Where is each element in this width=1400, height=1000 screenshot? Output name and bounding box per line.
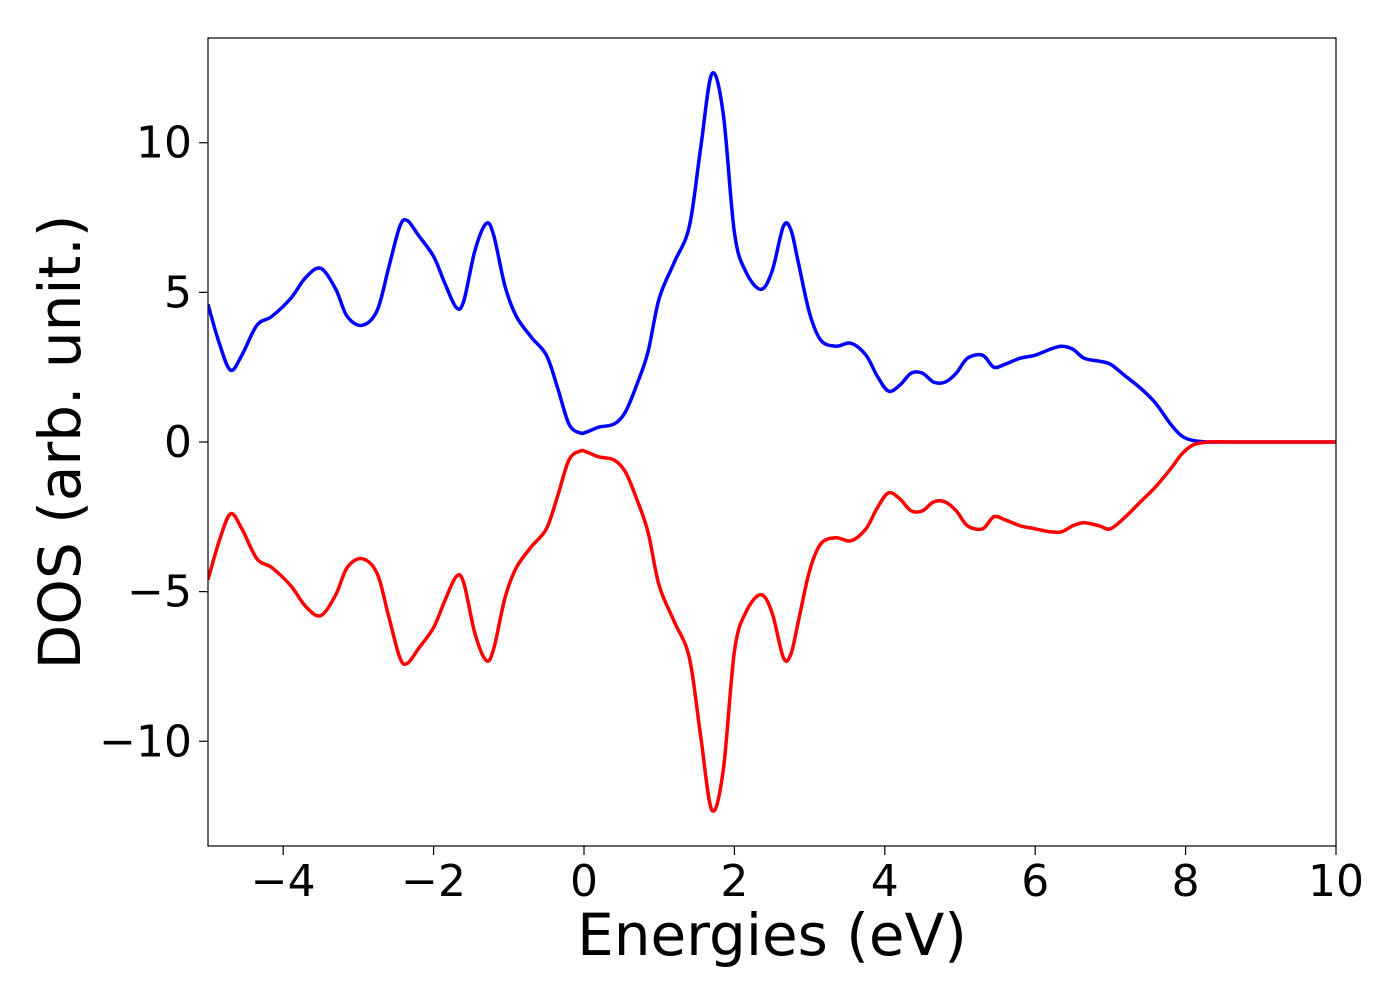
x-tick-label: 4	[871, 856, 899, 907]
y-tick-label: 0	[164, 417, 192, 468]
x-axis-title: Energies (eV)	[577, 901, 967, 969]
y-axis-title: DOS (arb. unit.)	[26, 215, 94, 670]
x-tick-label: 10	[1308, 856, 1364, 907]
x-tick-label: 6	[1021, 856, 1049, 907]
y-tick-label: −10	[99, 716, 192, 767]
dos-series-line-1	[208, 71, 1336, 444]
y-axis: −10 −5 0 5 10	[99, 118, 208, 767]
x-tick-label: 0	[570, 856, 598, 907]
y-tick-label: 10	[136, 118, 192, 169]
plot-area	[208, 38, 1336, 846]
x-tick-label: −4	[251, 856, 316, 907]
x-tick-label: 2	[720, 856, 748, 907]
x-tick-label: −2	[401, 856, 466, 907]
y-tick-label: −5	[127, 567, 192, 618]
y-tick-label: 5	[164, 267, 192, 318]
dos-series-line-2	[208, 440, 1336, 813]
x-axis: −4 −2 0 2 4 6 8 10	[251, 846, 1364, 907]
series-layer	[208, 71, 1336, 813]
x-tick-label: 8	[1172, 856, 1200, 907]
